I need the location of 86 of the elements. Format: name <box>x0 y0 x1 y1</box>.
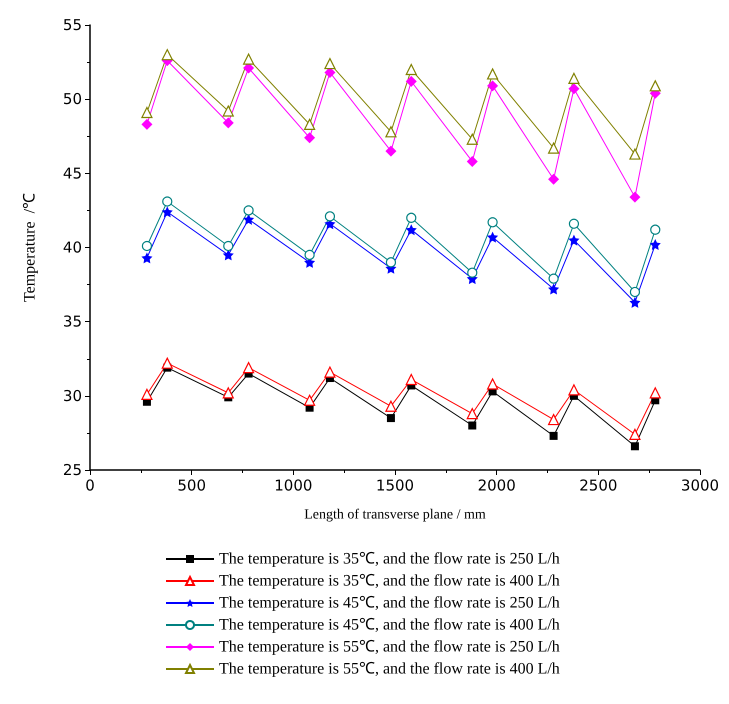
legend-label: The temperature is 55℃, and the flow rate is 250 L/h <box>219 638 560 656</box>
point <box>141 118 152 130</box>
point <box>548 174 560 185</box>
point <box>650 387 661 398</box>
x-tick-label: 2500 <box>579 476 618 494</box>
point <box>650 80 661 92</box>
point <box>162 358 173 369</box>
point <box>548 414 560 426</box>
point <box>162 206 173 218</box>
point <box>324 58 336 70</box>
x-tick-label: 500 <box>177 476 206 494</box>
x-tick-label: 1500 <box>376 476 414 494</box>
point <box>487 80 498 92</box>
point <box>629 192 640 203</box>
point <box>568 234 580 246</box>
point <box>386 414 395 422</box>
point <box>487 68 498 80</box>
point <box>162 196 172 207</box>
point <box>385 146 396 157</box>
point <box>222 105 234 117</box>
point <box>466 408 478 420</box>
point <box>568 72 580 84</box>
point <box>142 240 152 252</box>
point <box>141 388 153 400</box>
point <box>324 366 336 378</box>
point <box>385 400 397 412</box>
point <box>650 224 660 235</box>
point <box>406 224 417 236</box>
point <box>324 211 336 222</box>
point <box>466 134 478 145</box>
point <box>141 106 153 118</box>
point <box>630 442 639 450</box>
point <box>548 284 560 295</box>
point <box>406 76 417 87</box>
point <box>406 212 416 223</box>
x-axis-title: Length of transverse plane / mm <box>304 508 486 522</box>
y-tick-label: 45 <box>62 164 82 182</box>
point <box>223 240 234 252</box>
legend-label: The temperature is 55℃, and the flow rate is 400 L/h <box>219 660 560 678</box>
point <box>650 239 661 250</box>
point <box>487 232 498 243</box>
legend-label: The temperature is 45℃, and the flow rate is 250 L/h <box>219 594 560 612</box>
point <box>222 117 234 128</box>
point <box>244 205 254 216</box>
legend-label: The temperature is 45℃, and the flow rate is 400 L/h <box>219 616 560 634</box>
point <box>629 428 641 440</box>
point <box>304 132 316 144</box>
point <box>385 126 397 138</box>
y-axis-title: Temperature /℃ <box>22 192 38 302</box>
point <box>304 250 315 260</box>
x-tick-label: 2000 <box>478 476 516 494</box>
point <box>467 268 478 278</box>
y-tick-label: 40 <box>62 238 82 256</box>
point <box>304 394 316 406</box>
legend-label: The temperature is 35℃, and the flow rate is 400 L/h <box>219 572 560 590</box>
legend-label: The temperature is 35℃, and the flow rate is 250 L/h <box>219 550 560 568</box>
point <box>630 286 640 298</box>
point <box>243 362 254 374</box>
point <box>468 422 476 430</box>
x-tick-label: 1000 <box>274 476 312 494</box>
y-tick-label: 55 <box>62 16 82 34</box>
point <box>550 432 558 440</box>
point <box>488 217 498 228</box>
point <box>568 384 580 396</box>
y-tick-label: 50 <box>62 90 82 108</box>
point <box>568 218 580 229</box>
point <box>222 387 234 398</box>
point <box>162 49 173 60</box>
point <box>141 252 152 264</box>
point <box>629 148 641 160</box>
point <box>406 374 417 386</box>
point <box>487 378 498 390</box>
point <box>568 83 580 94</box>
point <box>386 257 396 268</box>
point <box>548 274 559 284</box>
y-tick-label: 35 <box>62 312 82 331</box>
point <box>629 296 640 308</box>
point <box>304 118 316 130</box>
x-tick-label: 3000 <box>680 476 720 494</box>
point <box>548 142 560 154</box>
y-tick-label: 25 <box>62 461 82 479</box>
point <box>466 156 478 167</box>
point <box>406 64 417 76</box>
x-tick-label: 0 <box>85 476 95 494</box>
y-tick-label: 30 <box>62 386 82 405</box>
point <box>243 54 254 65</box>
